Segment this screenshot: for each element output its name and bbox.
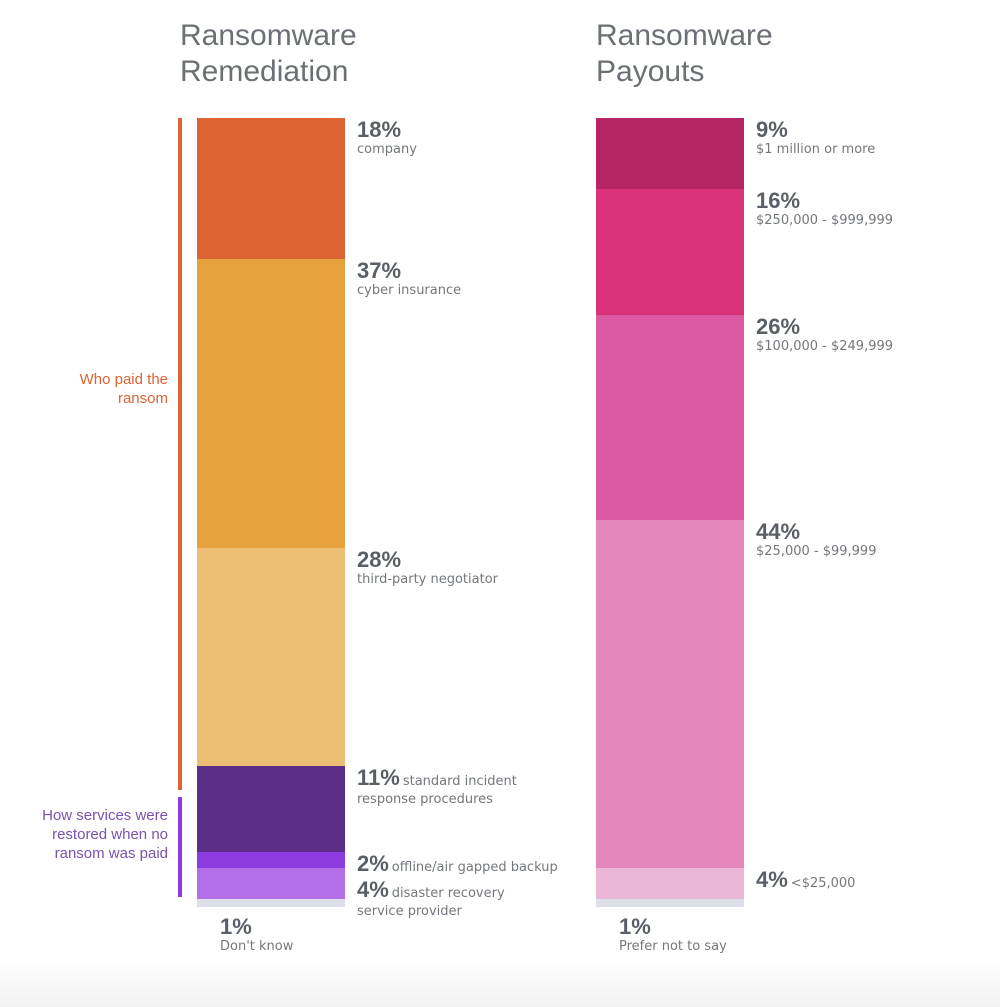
segment-label: 44% $25,000 - $99,999 — [756, 520, 876, 560]
bar-segment — [197, 118, 345, 259]
segment-label: 4% <$25,000 — [756, 866, 856, 892]
segment-label: 16% $250,000 - $999,999 — [756, 189, 893, 229]
segment-percent: 11% — [357, 765, 400, 791]
bar-segment — [596, 867, 744, 900]
segment-category: <$25,000 — [790, 875, 856, 891]
segment-category: cyber insurance — [357, 282, 462, 298]
segment-category: $25,000 - $99,999 — [756, 544, 877, 560]
segment-percent: 2% — [357, 851, 389, 877]
bar-segment — [197, 867, 345, 900]
segment-label: 1% Don't know — [220, 915, 293, 955]
bar-segment — [197, 852, 345, 868]
segment-category: Don't know — [220, 939, 294, 954]
segment-category: $100,000 - $249,999 — [756, 339, 894, 355]
segment-percent: 4% — [756, 866, 788, 892]
segment-percent: 9% — [756, 117, 788, 142]
bar-segment — [596, 899, 744, 907]
restored-label: How services were restored when no ranso… — [42, 807, 168, 862]
bar-segment — [197, 547, 345, 767]
bar-segment — [197, 766, 345, 853]
bar-segment — [197, 258, 345, 548]
remediation-title: Ransomware Remediation — [180, 19, 357, 88]
segment-percent: 18% — [357, 117, 402, 142]
segment-label: 2% offline/air gapped backup — [357, 852, 558, 876]
segment-category: $1 million or more — [756, 142, 876, 157]
segment-category: disaster recovery service provider — [357, 886, 505, 920]
bar-segment — [596, 189, 744, 316]
segment-label: 26% $100,000 - $249,999 — [756, 315, 893, 355]
segment-category: standard incident response procedures — [357, 774, 517, 808]
bar-segment — [596, 118, 744, 189]
bar-segment — [596, 520, 744, 868]
segment-category: third-party negotiator — [357, 571, 499, 587]
who-paid-label: Who paid the ransom — [79, 371, 168, 407]
segment-percent: 1% — [220, 914, 252, 939]
payouts-bar — [596, 118, 744, 907]
segment-label: 28% third-party negotiator — [357, 546, 499, 588]
segment-percent: 37% — [357, 257, 402, 283]
bar-segment — [596, 315, 744, 521]
segment-percent: 1% — [619, 914, 651, 939]
segment-label: 37% cyber insurance — [357, 257, 462, 299]
segment-percent: 26% — [756, 314, 801, 340]
restored-bracket — [178, 797, 182, 897]
segment-category: $250,000 - $999,999 — [756, 213, 894, 228]
segment-category: Prefer not to say — [619, 939, 727, 954]
segment-category: offline/air gapped backup — [391, 860, 558, 876]
segment-percent: 44% — [756, 519, 801, 545]
segment-category: company — [357, 142, 417, 157]
segment-percent: 28% — [357, 546, 402, 572]
bar-segment — [197, 899, 345, 907]
payouts-title: Ransomware Payouts — [596, 19, 773, 88]
segment-label: 18% company — [357, 118, 417, 158]
segment-label: 4% disaster recovery service provider — [357, 878, 527, 920]
segment-label: 11% standard incident response procedures — [357, 766, 527, 808]
segment-label: 1% Prefer not to say — [619, 915, 727, 955]
who-paid-bracket — [178, 118, 182, 790]
remediation-bar — [197, 118, 345, 907]
segment-percent: 4% — [357, 877, 389, 903]
segment-label: 9% $1 million or more — [756, 118, 875, 158]
segment-percent: 16% — [756, 188, 801, 213]
